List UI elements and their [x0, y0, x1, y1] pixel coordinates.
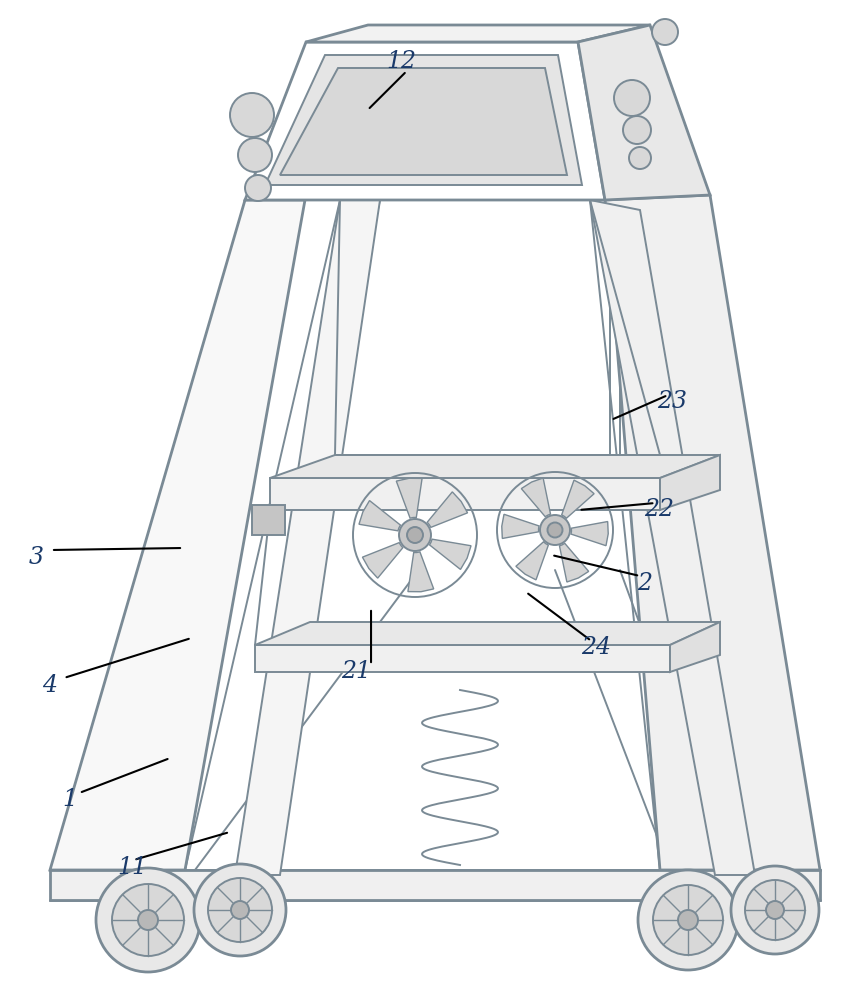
Polygon shape [430, 539, 471, 569]
Circle shape [230, 93, 274, 137]
Polygon shape [245, 42, 605, 200]
Circle shape [112, 884, 184, 956]
Polygon shape [50, 870, 820, 900]
Circle shape [678, 910, 698, 930]
Polygon shape [235, 200, 380, 875]
Circle shape [407, 527, 423, 543]
Circle shape [766, 901, 784, 919]
Circle shape [245, 175, 271, 201]
Polygon shape [306, 25, 650, 42]
Polygon shape [578, 25, 710, 200]
Circle shape [138, 910, 158, 930]
Polygon shape [255, 645, 670, 672]
Polygon shape [255, 622, 720, 645]
Circle shape [638, 870, 738, 970]
Polygon shape [363, 543, 403, 578]
Text: 3: 3 [28, 546, 43, 570]
Circle shape [540, 515, 570, 545]
Text: 4: 4 [42, 674, 57, 696]
Polygon shape [252, 505, 285, 535]
Polygon shape [502, 514, 539, 538]
Circle shape [614, 80, 650, 116]
Circle shape [745, 880, 805, 940]
Polygon shape [660, 455, 720, 510]
Circle shape [399, 519, 431, 551]
Circle shape [731, 866, 819, 954]
Circle shape [96, 868, 200, 972]
Circle shape [194, 864, 286, 956]
Polygon shape [280, 68, 567, 175]
Text: 24: 24 [580, 637, 611, 660]
Circle shape [623, 116, 651, 144]
Polygon shape [571, 522, 608, 546]
Polygon shape [270, 478, 660, 510]
Circle shape [629, 147, 651, 169]
Circle shape [231, 901, 249, 919]
Polygon shape [559, 543, 589, 582]
Polygon shape [265, 55, 582, 185]
Circle shape [208, 878, 272, 942]
Circle shape [653, 885, 723, 955]
Text: 2: 2 [637, 572, 653, 594]
Text: 21: 21 [340, 660, 371, 684]
Polygon shape [270, 455, 720, 478]
Polygon shape [562, 480, 594, 518]
Polygon shape [359, 501, 401, 531]
Polygon shape [605, 195, 820, 870]
Circle shape [547, 522, 563, 538]
Polygon shape [408, 552, 434, 592]
Text: 1: 1 [62, 788, 77, 812]
Polygon shape [516, 542, 548, 580]
Polygon shape [522, 478, 551, 517]
Polygon shape [397, 478, 422, 518]
Text: 22: 22 [644, 498, 675, 522]
Text: 11: 11 [117, 856, 147, 880]
Polygon shape [670, 622, 720, 672]
Polygon shape [590, 200, 755, 875]
Circle shape [238, 138, 272, 172]
Circle shape [652, 19, 678, 45]
Text: 23: 23 [657, 390, 688, 414]
Polygon shape [427, 492, 467, 527]
Polygon shape [50, 200, 305, 870]
Text: 12: 12 [386, 50, 417, 74]
